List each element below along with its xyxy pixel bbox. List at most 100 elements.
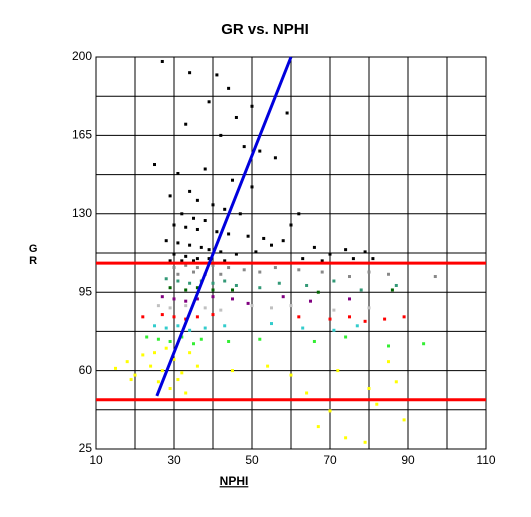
point <box>344 248 348 252</box>
point <box>231 297 234 301</box>
point <box>184 122 188 126</box>
point <box>332 279 336 283</box>
point <box>223 279 227 283</box>
point <box>188 189 192 193</box>
point <box>149 364 153 368</box>
point <box>188 71 192 75</box>
point <box>363 319 367 323</box>
point <box>250 185 254 189</box>
point <box>168 286 172 290</box>
point <box>227 86 231 90</box>
point <box>242 145 246 149</box>
point <box>246 234 250 238</box>
point <box>195 364 199 368</box>
point <box>332 308 336 312</box>
point <box>281 295 285 299</box>
point <box>207 100 211 104</box>
point <box>184 225 188 229</box>
point <box>305 391 309 395</box>
point <box>371 257 375 261</box>
point <box>211 281 215 285</box>
point <box>188 243 192 247</box>
point <box>402 315 406 319</box>
point <box>402 418 406 422</box>
point <box>168 339 172 343</box>
point <box>344 436 348 440</box>
point <box>219 272 223 276</box>
y-tick-label: 130 <box>72 206 92 220</box>
point <box>211 295 215 299</box>
point <box>367 306 371 310</box>
point <box>254 250 258 254</box>
point <box>223 259 227 263</box>
point <box>164 326 168 330</box>
point <box>363 440 367 444</box>
point <box>168 259 172 263</box>
point <box>156 380 160 384</box>
point <box>172 357 176 361</box>
point <box>297 268 301 272</box>
point <box>351 257 355 261</box>
point <box>153 351 156 355</box>
point <box>203 326 207 330</box>
point <box>184 263 188 267</box>
point <box>336 369 340 373</box>
point <box>223 324 227 328</box>
point <box>270 322 273 326</box>
point <box>277 281 281 285</box>
point <box>316 290 320 294</box>
point <box>234 252 238 256</box>
y-tick-label: 95 <box>79 284 93 298</box>
point <box>242 268 246 272</box>
point <box>367 270 371 274</box>
point <box>289 223 293 227</box>
point <box>258 286 262 290</box>
point <box>348 275 351 279</box>
x-tick-label: 90 <box>401 453 415 467</box>
point <box>219 308 223 312</box>
point <box>172 315 176 319</box>
point <box>270 306 273 310</box>
point <box>320 270 324 274</box>
point <box>387 344 390 348</box>
point <box>433 275 437 279</box>
point <box>168 387 172 391</box>
point <box>394 380 398 384</box>
point <box>172 223 176 227</box>
point <box>199 337 203 341</box>
point <box>316 425 320 429</box>
point <box>211 313 215 317</box>
point <box>176 378 180 382</box>
point <box>176 171 180 175</box>
point <box>227 232 231 236</box>
point <box>172 252 176 256</box>
point <box>305 283 309 287</box>
point <box>176 241 180 245</box>
point <box>168 306 172 310</box>
point <box>231 178 234 182</box>
point <box>367 387 371 391</box>
point <box>246 301 250 305</box>
point <box>114 366 117 370</box>
point <box>172 266 176 270</box>
point <box>211 203 215 207</box>
point <box>387 360 390 364</box>
point <box>160 59 164 63</box>
x-tick-label: 10 <box>89 453 103 467</box>
point <box>387 272 390 276</box>
point <box>328 409 332 413</box>
point <box>184 299 188 303</box>
point <box>348 297 351 301</box>
point <box>164 277 168 281</box>
point <box>422 342 426 346</box>
point <box>250 304 254 308</box>
y-axis-label: GR <box>27 243 39 267</box>
point <box>176 272 180 276</box>
point <box>180 212 184 216</box>
point <box>160 295 164 299</box>
point <box>192 259 195 263</box>
point <box>176 324 180 328</box>
point <box>195 227 199 231</box>
